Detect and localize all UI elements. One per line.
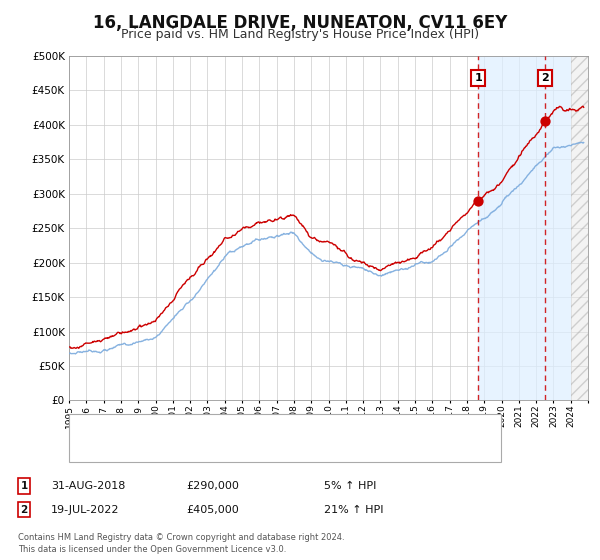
Text: 5% ↑ HPI: 5% ↑ HPI	[324, 481, 376, 491]
Text: 31-AUG-2018: 31-AUG-2018	[51, 481, 125, 491]
Text: 19-JUL-2022: 19-JUL-2022	[51, 505, 119, 515]
Text: 2: 2	[20, 505, 28, 515]
Text: £405,000: £405,000	[186, 505, 239, 515]
Text: ────: ────	[78, 423, 105, 433]
Text: 2: 2	[542, 73, 550, 83]
Text: Price paid vs. HM Land Registry's House Price Index (HPI): Price paid vs. HM Land Registry's House …	[121, 28, 479, 41]
Point	[473, 196, 483, 205]
Text: 16, LANGDALE DRIVE, NUNEATON, CV11 6EY: 16, LANGDALE DRIVE, NUNEATON, CV11 6EY	[93, 14, 507, 32]
Text: 16, LANGDALE DRIVE, NUNEATON, CV11 6EY (detached house): 16, LANGDALE DRIVE, NUNEATON, CV11 6EY (…	[108, 423, 416, 433]
Text: ────: ────	[78, 445, 105, 455]
Text: This data is licensed under the Open Government Licence v3.0.: This data is licensed under the Open Gov…	[18, 545, 286, 554]
Text: £290,000: £290,000	[186, 481, 239, 491]
Text: 1: 1	[475, 73, 482, 83]
Text: 21% ↑ HPI: 21% ↑ HPI	[324, 505, 383, 515]
Text: Contains HM Land Registry data © Crown copyright and database right 2024.: Contains HM Land Registry data © Crown c…	[18, 533, 344, 542]
Bar	[571, 56, 588, 400]
Bar	[478, 56, 571, 400]
Text: 1: 1	[20, 481, 28, 491]
Text: HPI: Average price, detached house, Nuneaton and Bedworth: HPI: Average price, detached house, Nune…	[108, 445, 408, 455]
Point	[541, 117, 550, 126]
